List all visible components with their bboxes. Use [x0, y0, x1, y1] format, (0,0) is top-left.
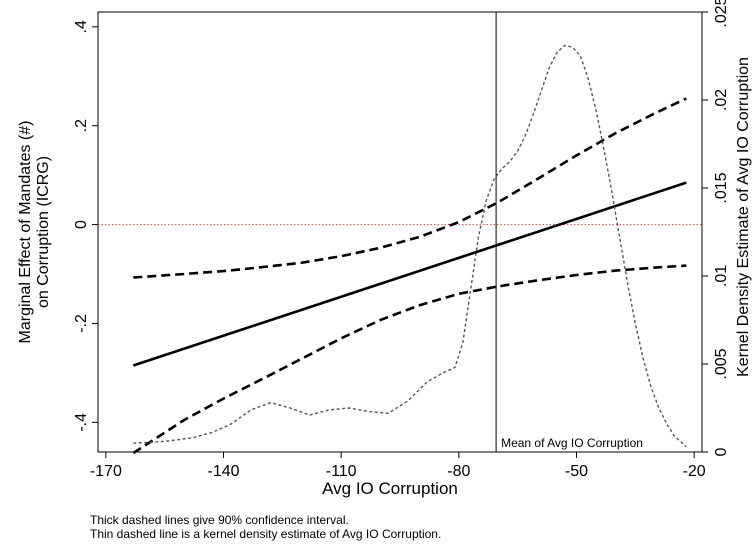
- plot-frame: [97, 11, 703, 453]
- x-tick-label: -50: [565, 463, 588, 480]
- y-left-axis-label-line1: Marginal Effect of Mandates (#): [17, 121, 34, 344]
- y-left-tick-label: 0: [73, 220, 90, 229]
- y-left-axis-label-line2: on Corruption (ICRG): [35, 156, 52, 308]
- series-marginal-effect: [132, 181, 687, 367]
- x-axis-label: Avg IO Corruption: [322, 479, 458, 498]
- y-left-tick-label: .2: [73, 119, 90, 132]
- y-left-tick-label: -.4: [73, 413, 90, 432]
- y-right-tick-label: .015: [713, 172, 730, 203]
- series-ci-lower: [132, 264, 687, 455]
- footnote-confidence-interval: Thick dashed lines give 90% confidence i…: [90, 513, 349, 527]
- y-right-tick-label: .01: [713, 265, 730, 287]
- y-right-tick-label: .02: [713, 89, 730, 111]
- series-kernel-density: [133, 44, 687, 448]
- x-tick-label: -110: [326, 463, 357, 480]
- y-right-tick-label: 0: [713, 447, 730, 456]
- series-ci-upper: [133, 97, 687, 279]
- y-right-tick-label: .025: [713, 0, 730, 28]
- y-right-axis-label: Kernel Density Estimate of Avg IO Corrup…: [735, 57, 752, 377]
- chart-svg: Mean of Avg IO Corruption -170 -140 -110 -80…: [17, 0, 752, 498]
- y-left-tick-label: -.2: [73, 314, 90, 333]
- x-tick-label: -170: [90, 463, 122, 480]
- x-tick-label: -20: [683, 463, 706, 480]
- y-right-tick-label: .005: [713, 348, 730, 379]
- footnote-kernel-density: Thin dashed line is a kernel density est…: [90, 527, 442, 541]
- mean-line-label: Mean of Avg IO Corruption: [501, 436, 643, 450]
- y-left-tick-label: .4: [73, 20, 90, 33]
- x-tick-label: -140: [207, 463, 239, 480]
- x-tick-label: -80: [447, 463, 470, 480]
